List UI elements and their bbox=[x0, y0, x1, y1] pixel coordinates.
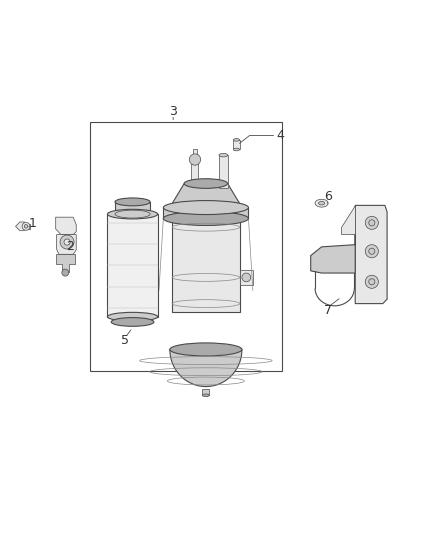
Circle shape bbox=[64, 239, 70, 245]
Ellipse shape bbox=[163, 200, 248, 215]
Text: 4: 4 bbox=[276, 129, 284, 142]
Circle shape bbox=[24, 224, 28, 228]
Circle shape bbox=[365, 245, 378, 258]
Circle shape bbox=[369, 279, 375, 285]
Ellipse shape bbox=[315, 199, 328, 207]
Polygon shape bbox=[15, 222, 24, 231]
Polygon shape bbox=[170, 350, 242, 386]
Ellipse shape bbox=[163, 212, 248, 225]
Circle shape bbox=[365, 275, 378, 288]
Ellipse shape bbox=[184, 179, 228, 188]
Text: 6: 6 bbox=[324, 190, 332, 203]
Circle shape bbox=[22, 222, 30, 230]
Circle shape bbox=[62, 269, 69, 276]
Polygon shape bbox=[56, 254, 75, 272]
Polygon shape bbox=[115, 202, 150, 214]
Bar bbox=[90, 123, 283, 372]
Ellipse shape bbox=[202, 394, 209, 397]
Polygon shape bbox=[170, 183, 242, 207]
Polygon shape bbox=[191, 164, 198, 183]
Polygon shape bbox=[172, 219, 240, 312]
Polygon shape bbox=[355, 205, 387, 304]
Ellipse shape bbox=[111, 318, 154, 326]
Polygon shape bbox=[240, 270, 253, 285]
Polygon shape bbox=[57, 235, 76, 254]
Ellipse shape bbox=[233, 148, 240, 151]
Polygon shape bbox=[107, 214, 158, 317]
Ellipse shape bbox=[115, 198, 150, 206]
Ellipse shape bbox=[219, 154, 228, 157]
Text: 1: 1 bbox=[28, 217, 36, 230]
Circle shape bbox=[365, 216, 378, 229]
Polygon shape bbox=[193, 149, 197, 154]
Polygon shape bbox=[56, 217, 76, 235]
Polygon shape bbox=[233, 140, 240, 149]
Polygon shape bbox=[219, 155, 228, 188]
Polygon shape bbox=[20, 224, 30, 229]
Ellipse shape bbox=[318, 201, 325, 205]
Circle shape bbox=[189, 154, 201, 165]
Circle shape bbox=[242, 273, 251, 282]
Circle shape bbox=[369, 248, 375, 254]
Polygon shape bbox=[163, 207, 248, 219]
Ellipse shape bbox=[107, 312, 158, 321]
Text: 2: 2 bbox=[66, 240, 74, 253]
Polygon shape bbox=[311, 234, 355, 273]
Text: 7: 7 bbox=[324, 304, 332, 317]
Polygon shape bbox=[202, 389, 209, 395]
Circle shape bbox=[369, 220, 375, 226]
Circle shape bbox=[60, 235, 74, 249]
Ellipse shape bbox=[233, 139, 240, 141]
Text: 3: 3 bbox=[169, 105, 177, 118]
Text: 5: 5 bbox=[121, 334, 129, 347]
Polygon shape bbox=[341, 205, 355, 234]
Ellipse shape bbox=[107, 209, 158, 219]
Ellipse shape bbox=[115, 210, 150, 218]
Ellipse shape bbox=[170, 343, 242, 356]
